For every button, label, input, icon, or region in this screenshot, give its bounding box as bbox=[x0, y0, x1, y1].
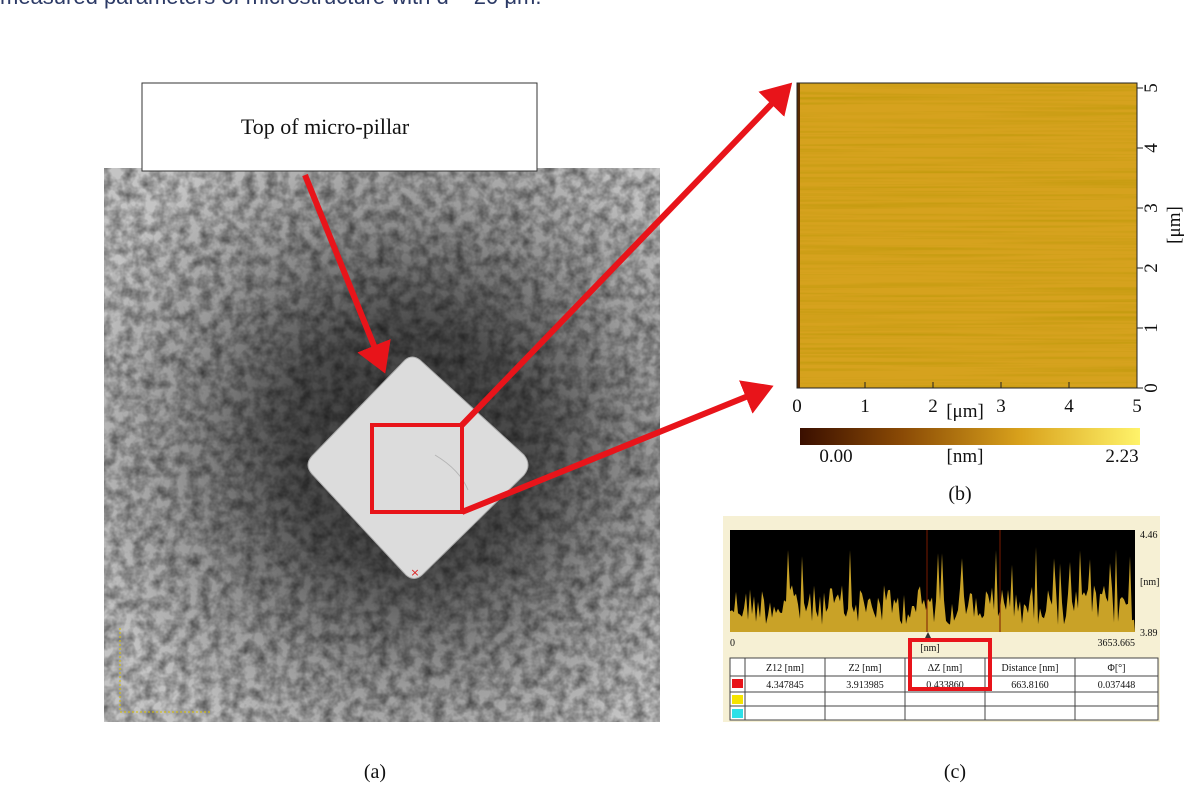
table-cell: 663.8160 bbox=[1011, 680, 1049, 691]
x-tick-label: 4 bbox=[1064, 396, 1074, 417]
panel-label: (c) bbox=[944, 761, 966, 783]
arrow bbox=[302, 173, 391, 374]
row-swatch bbox=[732, 709, 743, 718]
table-header: Z12 [nm] bbox=[766, 663, 804, 674]
y-max: 4.46 bbox=[1140, 530, 1158, 541]
x-tick-label: 5 bbox=[1132, 396, 1142, 417]
panel-c: 4.46 [nm] 3.89 0 3653.665 [nm] (c) Z12 [… bbox=[723, 516, 1160, 783]
y-tick-label: 2 bbox=[1141, 263, 1162, 273]
colorbar-max: 2.23 bbox=[1105, 446, 1138, 467]
callout-box bbox=[141, 82, 538, 172]
y-tick-label: 3 bbox=[1141, 203, 1162, 213]
afm-texture bbox=[797, 83, 1137, 388]
callout-text: Top of micro-pillar bbox=[241, 114, 410, 139]
profile-area bbox=[730, 547, 1135, 632]
table-header: Z2 [nm] bbox=[848, 663, 881, 674]
highlight-box bbox=[908, 638, 992, 691]
table-header: ΔZ [nm] bbox=[928, 663, 962, 674]
marker: × bbox=[410, 566, 419, 579]
table-cell: 4.347845 bbox=[766, 680, 804, 691]
x-tick-label: 0 bbox=[792, 396, 802, 417]
panel-b: [μm] [μm] 0.00 [nm] 2.23 (b) 0 1 2 3 4 5 0 1 2 3 4… bbox=[792, 82, 1185, 505]
y-tick-label: 1 bbox=[1141, 323, 1162, 333]
colorbar-min: 0.00 bbox=[819, 446, 852, 467]
colorbar bbox=[800, 428, 1140, 445]
x-unit: [nm] bbox=[920, 643, 939, 654]
scale-bar bbox=[119, 628, 210, 713]
y-tick-label: 5 bbox=[1141, 83, 1162, 93]
x-tick-label: 2 bbox=[928, 396, 938, 417]
x-max: 3653.665 bbox=[1098, 638, 1136, 649]
table-cell: 0.037448 bbox=[1098, 680, 1136, 691]
x-axis-unit: [μm] bbox=[946, 401, 984, 422]
row-swatch bbox=[732, 695, 743, 704]
panel-a: × Top of micro-pillar (a) bbox=[104, 82, 793, 783]
x-min: 0 bbox=[730, 638, 735, 649]
x-tick-label: 3 bbox=[996, 396, 1006, 417]
caption-fragment: measured parameters of microstructure wi… bbox=[0, 0, 542, 9]
table-cell: 0.433860 bbox=[926, 680, 964, 691]
table-header: Φ[°] bbox=[1108, 663, 1126, 674]
y-min: 3.89 bbox=[1140, 628, 1158, 639]
scratch bbox=[434, 454, 469, 491]
afm-edge bbox=[797, 83, 800, 388]
y-unit: [nm] bbox=[1140, 577, 1159, 588]
y-axis-unit: [μm] bbox=[1164, 206, 1185, 244]
row-swatch bbox=[732, 679, 743, 688]
x-tick-label: 1 bbox=[860, 396, 870, 417]
table-cell: 3.913985 bbox=[846, 680, 884, 691]
y-tick-label: 4 bbox=[1141, 143, 1162, 153]
table-header: Distance [nm] bbox=[1002, 663, 1059, 674]
panel-label: (b) bbox=[948, 483, 971, 505]
panel-label: (a) bbox=[364, 761, 386, 783]
region-box bbox=[370, 423, 464, 514]
y-tick-label: 0 bbox=[1141, 383, 1162, 393]
afm-frame bbox=[796, 82, 1138, 389]
arrow bbox=[459, 82, 793, 428]
arrow bbox=[460, 380, 774, 515]
colorbar-unit: [nm] bbox=[947, 446, 984, 467]
